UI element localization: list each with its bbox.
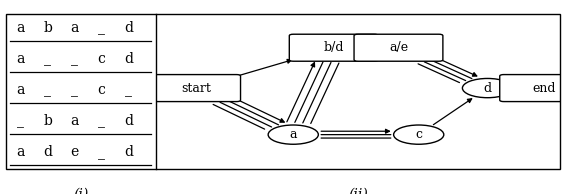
Text: d: d	[483, 81, 491, 95]
Text: d: d	[124, 52, 133, 66]
Text: b/d: b/d	[323, 41, 344, 54]
Text: _: _	[17, 114, 24, 128]
Text: c: c	[98, 83, 106, 97]
Text: e: e	[71, 146, 79, 159]
Text: _: _	[98, 114, 105, 128]
Text: b: b	[43, 21, 52, 35]
Text: _: _	[71, 52, 78, 66]
Text: _: _	[125, 83, 132, 97]
Text: (i): (i)	[73, 187, 88, 194]
Text: a: a	[16, 83, 25, 97]
Text: (ii): (ii)	[348, 187, 368, 194]
Text: _: _	[71, 83, 78, 97]
FancyBboxPatch shape	[354, 34, 443, 61]
Text: a: a	[16, 21, 25, 35]
Text: a: a	[16, 146, 25, 159]
Text: b: b	[43, 114, 52, 128]
Text: end: end	[533, 81, 556, 95]
Text: c: c	[98, 52, 106, 66]
Text: a: a	[16, 52, 25, 66]
Text: _: _	[98, 21, 105, 35]
Text: a: a	[71, 21, 79, 35]
Circle shape	[268, 125, 318, 144]
Text: c: c	[415, 128, 422, 141]
Text: a/e: a/e	[389, 41, 408, 54]
Text: a: a	[289, 128, 297, 141]
Text: start: start	[181, 81, 211, 95]
Circle shape	[462, 78, 513, 98]
FancyBboxPatch shape	[152, 74, 241, 102]
Text: d: d	[124, 146, 133, 159]
Text: _: _	[98, 146, 105, 159]
FancyBboxPatch shape	[289, 34, 378, 61]
Text: _: _	[44, 83, 51, 97]
Text: d: d	[124, 21, 133, 35]
Text: a: a	[71, 114, 79, 128]
Text: d: d	[43, 146, 52, 159]
FancyBboxPatch shape	[500, 74, 566, 102]
Circle shape	[393, 125, 444, 144]
Text: _: _	[44, 52, 51, 66]
Text: d: d	[124, 114, 133, 128]
